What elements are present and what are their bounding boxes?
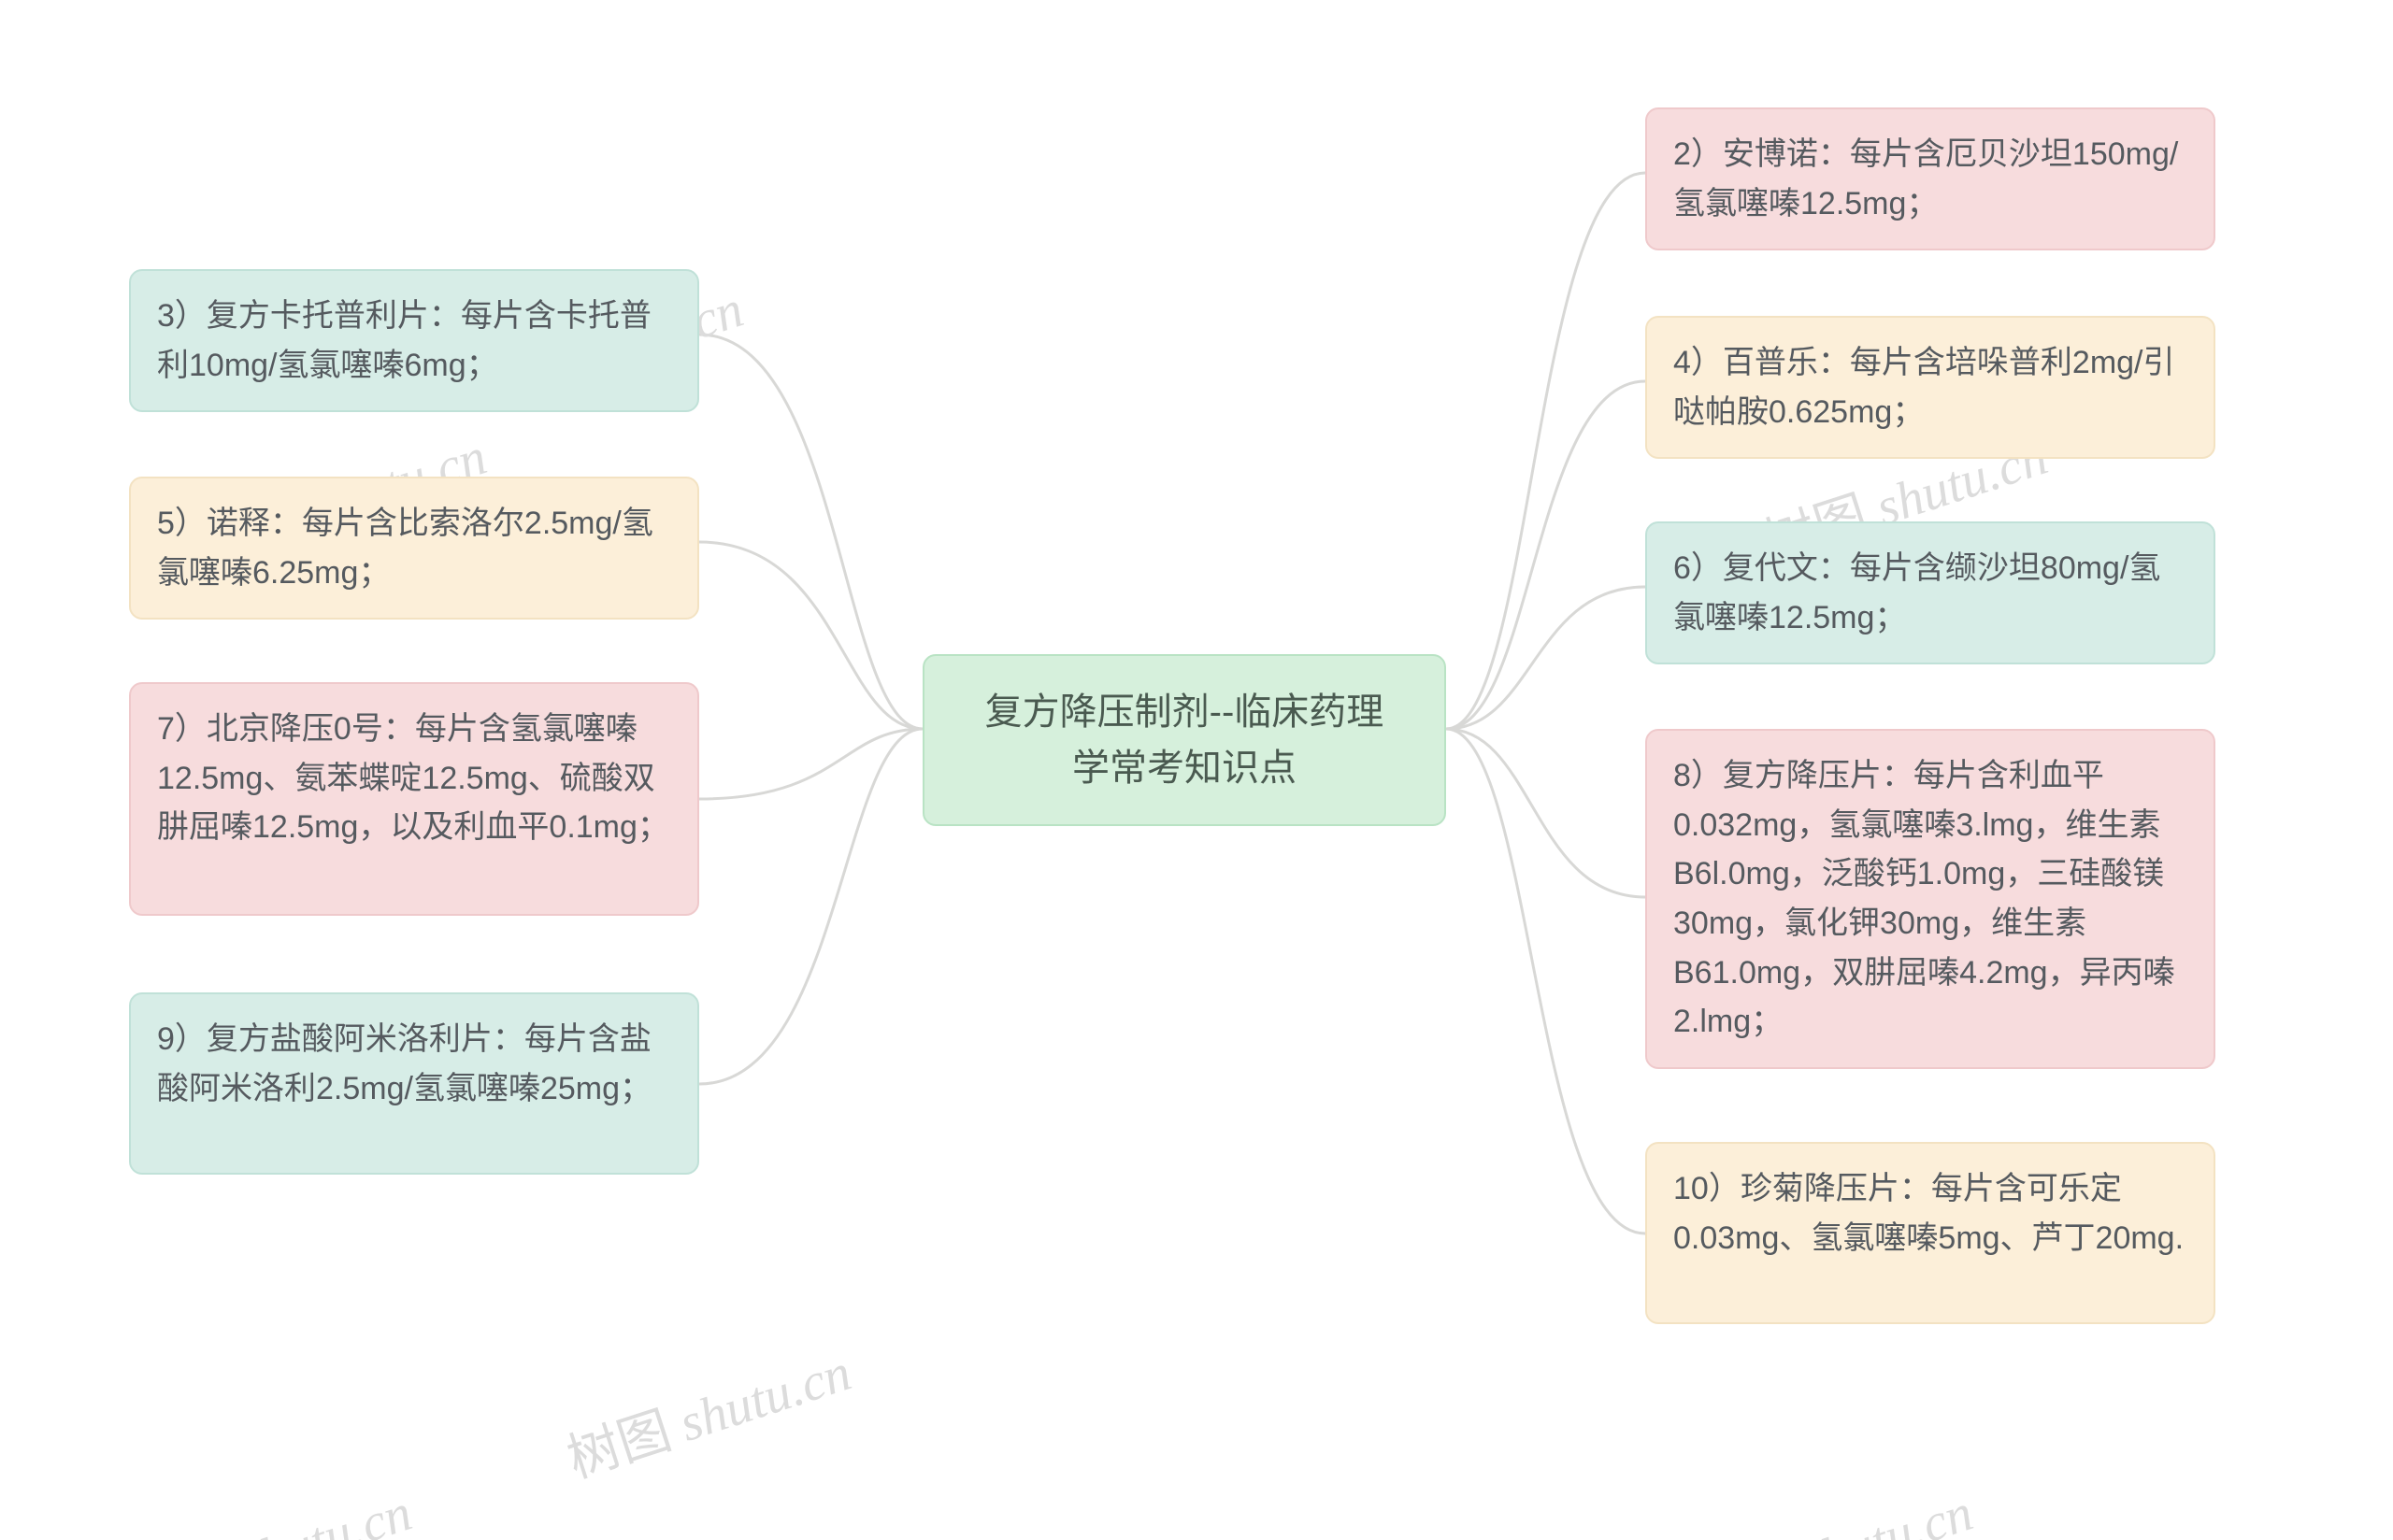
node-text: 3）复方卡托普利片：每片含卡托普利10mg/氢氯噻嗪6mg； [157, 298, 652, 383]
watermark: 树图 shutu.cn [556, 1330, 859, 1492]
center-line1: 复方降压制剂--临床药理 [985, 692, 1384, 733]
right-node-10[interactable]: 10）珍菊降压片：每片含可乐定0.03mg、氢氯噻嗪5mg、芦丁20mg. [1645, 1142, 2215, 1324]
node-text: 7）北京降压0号：每片含氢氯噻嗪12.5mg、氨苯蝶啶12.5mg、硫酸双肼屈嗪… [157, 711, 669, 845]
left-node-3[interactable]: 3）复方卡托普利片：每片含卡托普利10mg/氢氯噻嗪6mg； [129, 269, 699, 412]
right-node-8[interactable]: 8）复方降压片：每片含利血平0.032mg，氢氯噻嗪3.lmg，维生素B6l.0… [1645, 729, 2215, 1069]
right-node-2[interactable]: 2）安博诺：每片含厄贝沙坦150mg/氢氯噻嗪12.5mg； [1645, 107, 2215, 250]
right-node-4[interactable]: 4）百普乐：每片含培哚普利2mg/引哒帕胺0.625mg； [1645, 316, 2215, 459]
node-text: 6）复代文：每片含缬沙坦80mg/氢氯噻嗪12.5mg； [1673, 550, 2160, 635]
watermark: 树图 shutu.cn [1678, 1470, 1981, 1540]
node-text: 5）诺释：每片含比索洛尔2.5mg/氢氯噻嗪6.25mg； [157, 506, 653, 591]
node-text: 8）复方降压片：每片含利血平0.032mg，氢氯噻嗪3.lmg，维生素B6l.0… [1673, 758, 2175, 1039]
node-text: 4）百普乐：每片含培哚普利2mg/引哒帕胺0.625mg； [1673, 345, 2175, 430]
node-text: 10）珍菊降压片：每片含可乐定0.03mg、氢氯噻嗪5mg、芦丁20mg. [1673, 1171, 2184, 1256]
node-text: 2）安博诺：每片含厄贝沙坦150mg/氢氯噻嗪12.5mg； [1673, 136, 2178, 221]
center-node[interactable]: 复方降压制剂--临床药理 学常考知识点 [923, 654, 1446, 826]
center-line2: 学常考知识点 [1072, 748, 1297, 789]
mindmap-canvas: 树图 shutu.cn u.cn 树图 shutu.cn 树图 shutu.cn… [0, 0, 2393, 1540]
left-node-7[interactable]: 7）北京降压0号：每片含氢氯噻嗪12.5mg、氨苯蝶啶12.5mg、硫酸双肼屈嗪… [129, 682, 699, 916]
right-node-6[interactable]: 6）复代文：每片含缬沙坦80mg/氢氯噻嗪12.5mg； [1645, 521, 2215, 664]
left-node-5[interactable]: 5）诺释：每片含比索洛尔2.5mg/氢氯噻嗪6.25mg； [129, 477, 699, 620]
node-text: 9）复方盐酸阿米洛利片：每片含盐酸阿米洛利2.5mg/氢氯噻嗪25mg； [157, 1021, 652, 1106]
left-node-9[interactable]: 9）复方盐酸阿米洛利片：每片含盐酸阿米洛利2.5mg/氢氯噻嗪25mg； [129, 992, 699, 1175]
watermark: 树图 shutu.cn [117, 1470, 420, 1540]
